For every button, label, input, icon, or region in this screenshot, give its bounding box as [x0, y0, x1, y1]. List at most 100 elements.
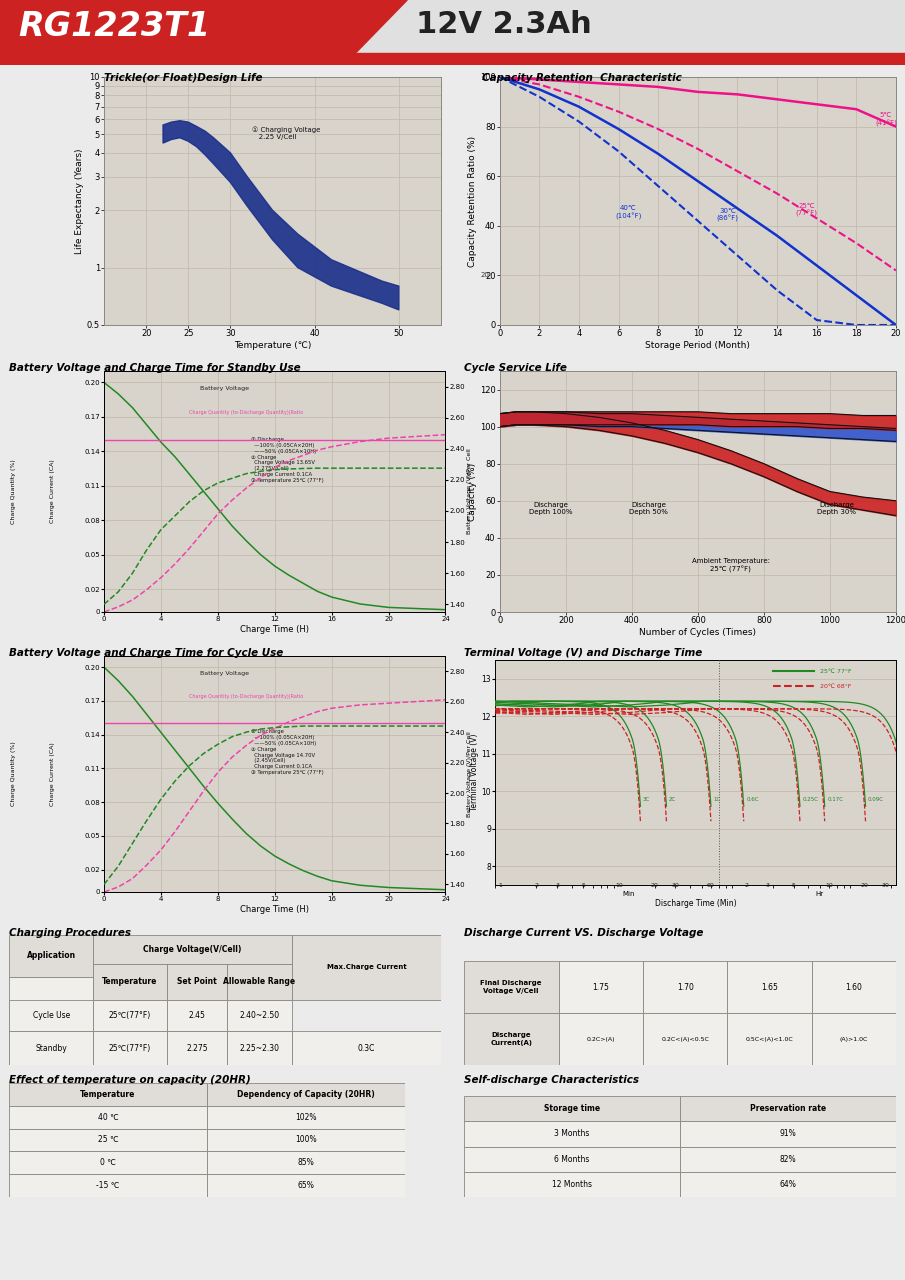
- Text: 0.2C>(A): 0.2C>(A): [586, 1037, 615, 1042]
- Text: 60: 60: [707, 883, 715, 888]
- Text: Trickle(or Float)Design Life: Trickle(or Float)Design Life: [104, 73, 262, 83]
- Text: 2.275: 2.275: [186, 1043, 208, 1052]
- Text: 1: 1: [499, 883, 502, 888]
- Bar: [728, 961, 812, 1012]
- Bar: [227, 1000, 292, 1032]
- Bar: [728, 1012, 812, 1065]
- Text: Storage time: Storage time: [544, 1105, 600, 1114]
- Y-axis label: Terminal Voltage (V): Terminal Voltage (V): [470, 733, 479, 812]
- Text: Application: Application: [26, 951, 76, 960]
- Text: 0.25C: 0.25C: [803, 796, 818, 801]
- Text: 30℃
(86°F): 30℃ (86°F): [717, 207, 738, 223]
- Text: Discharge
Depth 50%: Discharge Depth 50%: [629, 502, 668, 515]
- Text: Effect of temperature on capacity (20HR): Effect of temperature on capacity (20HR): [9, 1075, 251, 1085]
- Text: 102%: 102%: [295, 1112, 317, 1121]
- Text: 1.70: 1.70: [677, 983, 693, 992]
- Bar: [463, 1121, 680, 1147]
- Text: 64%: 64%: [779, 1180, 796, 1189]
- Bar: [0, 0, 905, 54]
- Bar: [207, 1083, 405, 1106]
- Bar: [207, 1152, 405, 1174]
- Bar: [0, 54, 905, 65]
- Text: 85%: 85%: [298, 1158, 314, 1167]
- Text: Capacity Retention  Characteristic: Capacity Retention Characteristic: [481, 73, 681, 83]
- Text: 65%: 65%: [298, 1181, 314, 1190]
- Bar: [680, 1121, 896, 1147]
- Text: 100%: 100%: [295, 1135, 317, 1144]
- Text: Discharge
Depth 30%: Discharge Depth 30%: [817, 502, 856, 515]
- Text: 20: 20: [481, 273, 490, 278]
- Text: 10: 10: [825, 883, 834, 888]
- Bar: [292, 934, 441, 1000]
- Text: 1.60: 1.60: [845, 983, 862, 992]
- Text: ① Charging Voltage
   2.25 V/Cell: ① Charging Voltage 2.25 V/Cell: [252, 127, 320, 140]
- Text: Temperature: Temperature: [81, 1089, 136, 1100]
- Text: Self-discharge Characteristics: Self-discharge Characteristics: [463, 1075, 639, 1085]
- Bar: [463, 1171, 680, 1197]
- Text: Battery Voltage and Charge Time for Cycle Use: Battery Voltage and Charge Time for Cycl…: [9, 648, 283, 658]
- Bar: [680, 1171, 896, 1197]
- Text: 0.09C: 0.09C: [868, 796, 884, 801]
- Bar: [9, 1032, 93, 1065]
- Text: 12V 2.3Ah: 12V 2.3Ah: [416, 10, 592, 40]
- Bar: [207, 1106, 405, 1129]
- Bar: [167, 1000, 227, 1032]
- Bar: [93, 934, 292, 964]
- Text: 3 Months: 3 Months: [554, 1129, 589, 1138]
- X-axis label: Storage Period (Month): Storage Period (Month): [645, 340, 750, 349]
- Text: Cycle Service Life: Cycle Service Life: [463, 364, 567, 372]
- Text: 25℃(77°F): 25℃(77°F): [109, 1043, 151, 1052]
- Text: Battery Voltage and Charge Time for Standby Use: Battery Voltage and Charge Time for Stan…: [9, 364, 300, 372]
- Bar: [9, 977, 93, 1065]
- Text: 0.17C: 0.17C: [827, 796, 843, 801]
- Text: (A)>1.0C: (A)>1.0C: [840, 1037, 868, 1042]
- Text: 0.6C: 0.6C: [747, 796, 758, 801]
- Bar: [9, 1129, 207, 1152]
- Text: 82%: 82%: [779, 1155, 796, 1164]
- Text: 30: 30: [672, 883, 680, 888]
- Text: 0.5C<(A)<1.0C: 0.5C<(A)<1.0C: [746, 1037, 794, 1042]
- Text: 20: 20: [651, 883, 659, 888]
- Text: 40 ℃: 40 ℃: [98, 1112, 119, 1121]
- Bar: [558, 961, 643, 1012]
- Bar: [643, 1012, 728, 1065]
- Text: 3: 3: [766, 883, 769, 888]
- Bar: [812, 1012, 896, 1065]
- Bar: [93, 1032, 167, 1065]
- Text: Discharge Current VS. Discharge Voltage: Discharge Current VS. Discharge Voltage: [463, 928, 703, 938]
- Text: Min: Min: [622, 891, 634, 896]
- Text: Charge Voltage(V/Cell): Charge Voltage(V/Cell): [143, 945, 242, 954]
- Bar: [463, 1012, 558, 1065]
- X-axis label: Charge Time (H): Charge Time (H): [240, 905, 310, 914]
- Bar: [463, 1147, 680, 1171]
- Text: RG1223T1: RG1223T1: [18, 9, 210, 42]
- Text: 20: 20: [861, 883, 869, 888]
- Text: Battery Voltage: Battery Voltage: [200, 387, 249, 392]
- Text: 25℃ 77°F: 25℃ 77°F: [820, 668, 852, 673]
- X-axis label: Temperature (℃): Temperature (℃): [233, 340, 311, 349]
- Text: Final Discharge
Voltage V/Cell: Final Discharge Voltage V/Cell: [481, 980, 542, 993]
- Text: Discharge
Current(A): Discharge Current(A): [491, 1033, 532, 1046]
- Bar: [167, 964, 227, 1000]
- Text: 91%: 91%: [779, 1129, 796, 1138]
- Bar: [643, 961, 728, 1012]
- Text: Allowable Range: Allowable Range: [224, 978, 296, 987]
- Bar: [463, 961, 558, 1012]
- Text: 30: 30: [881, 883, 890, 888]
- Text: 6 Months: 6 Months: [554, 1155, 589, 1164]
- Bar: [558, 1012, 643, 1065]
- X-axis label: Charge Time (H): Charge Time (H): [240, 625, 310, 634]
- Text: 25℃
(77°F): 25℃ (77°F): [795, 204, 818, 218]
- Text: 1C: 1C: [713, 796, 720, 801]
- Text: 2C: 2C: [669, 796, 676, 801]
- Y-axis label: Battery Voltage (V)/Per Cell: Battery Voltage (V)/Per Cell: [467, 448, 472, 534]
- Text: 3: 3: [555, 883, 559, 888]
- Bar: [9, 1174, 207, 1197]
- Text: Hr: Hr: [815, 891, 824, 896]
- Text: 5: 5: [581, 883, 586, 888]
- Text: 1.65: 1.65: [761, 983, 778, 992]
- Text: Dependency of Capacity (20HR): Dependency of Capacity (20HR): [237, 1089, 375, 1100]
- Text: Max.Charge Current: Max.Charge Current: [327, 965, 406, 970]
- Text: 0.3C: 0.3C: [357, 1043, 376, 1052]
- Text: 0 ℃: 0 ℃: [100, 1158, 116, 1167]
